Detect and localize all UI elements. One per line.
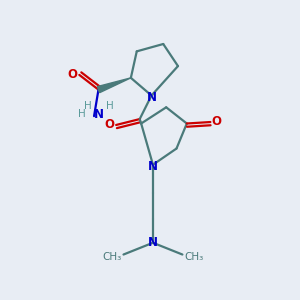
Text: O: O (105, 118, 115, 131)
Text: CH₃: CH₃ (184, 252, 203, 262)
Text: O: O (212, 115, 222, 128)
Text: N: N (147, 92, 157, 104)
Text: CH₃: CH₃ (103, 252, 122, 262)
Text: O: O (68, 68, 78, 81)
Text: N: N (148, 236, 158, 249)
Text: H: H (78, 110, 86, 119)
Polygon shape (98, 78, 131, 93)
Text: H: H (106, 101, 114, 111)
Text: H: H (84, 101, 92, 111)
Text: N: N (94, 108, 104, 121)
Text: N: N (148, 160, 158, 173)
